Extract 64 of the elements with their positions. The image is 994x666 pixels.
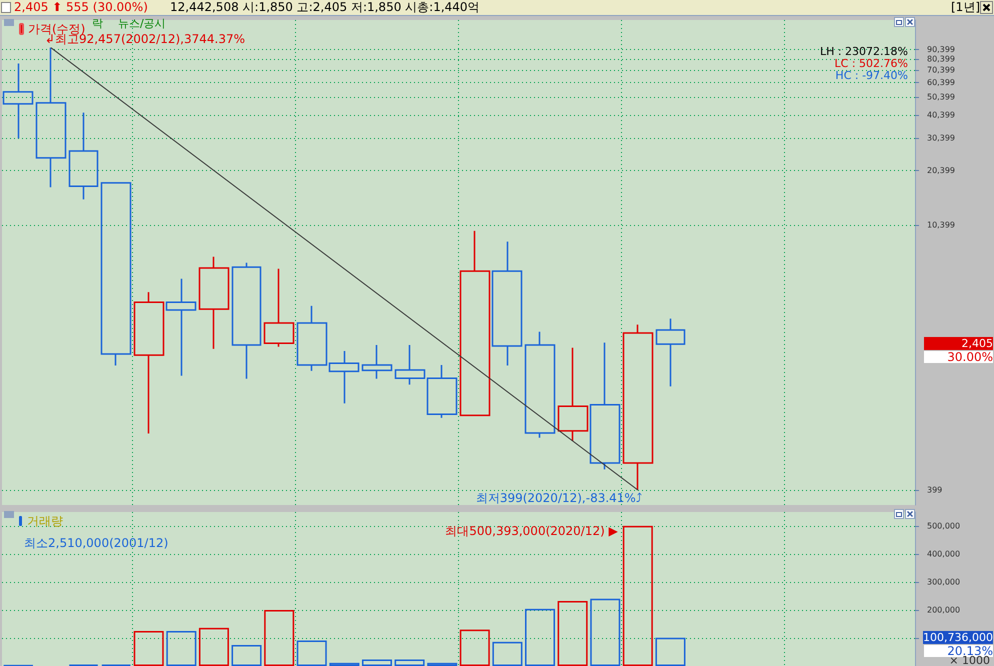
candlestick xyxy=(558,347,588,442)
bar xyxy=(590,598,620,666)
y-tick-label: 500,000 xyxy=(927,522,960,530)
y-tick-label: 399 xyxy=(927,486,942,495)
y-tick-label: 40,399 xyxy=(927,110,955,120)
y-tick-label: 400,000 xyxy=(927,550,960,558)
annotation: LH : 23072.18% xyxy=(820,45,908,58)
text: 30.00% xyxy=(924,350,993,364)
candlestick xyxy=(36,46,66,188)
bar xyxy=(460,630,490,666)
bar xyxy=(622,526,653,666)
y-tick-label: 20,399 xyxy=(927,166,955,175)
text: 2,405 xyxy=(924,337,993,350)
bar xyxy=(166,631,196,666)
candlestick xyxy=(264,268,294,348)
y-tick-label: 30,399 xyxy=(927,134,955,143)
bar xyxy=(198,628,229,666)
y-tick-label: 80,399 xyxy=(927,54,955,64)
y-tick-label: 60,399 xyxy=(927,78,955,87)
bar xyxy=(296,640,327,666)
candlestick xyxy=(134,291,164,434)
candlestick xyxy=(362,344,392,380)
annotation: 최소2,510,000(2001/12) xyxy=(24,536,168,550)
bar xyxy=(329,662,360,666)
bar xyxy=(558,601,588,666)
candlestick xyxy=(232,262,262,380)
legend-label: 가격(수정) xyxy=(28,22,86,36)
bar xyxy=(394,660,425,666)
y-tick-label: 70,399 xyxy=(927,65,955,74)
bar xyxy=(134,631,164,666)
annotation: 락 xyxy=(92,17,103,30)
annotation: 최대500,393,000(2020/12) ▶ xyxy=(445,524,618,538)
candlestick xyxy=(492,240,522,366)
candlestick xyxy=(198,256,230,350)
candlestick xyxy=(524,331,556,438)
legend-label: 거래량 xyxy=(27,514,63,528)
candlestick xyxy=(2,62,34,140)
candlestick xyxy=(100,182,132,366)
bar xyxy=(655,638,686,666)
candlestick xyxy=(460,230,490,416)
y-tick-label: 50,399 xyxy=(927,92,955,102)
candlestick xyxy=(166,278,196,376)
y-tick-label: 300,000 xyxy=(927,578,960,586)
y-tick-label: 10,399 xyxy=(927,220,955,230)
bar xyxy=(264,610,294,666)
chart-subtitle: 12,442,508 시:1,850 고:2,405 저:1,850 시총:1,440억 xyxy=(170,0,480,15)
text: [1년] xyxy=(951,0,980,14)
bar xyxy=(427,662,458,666)
candlestick xyxy=(590,342,620,470)
y-tick-label: 200,000 xyxy=(927,606,960,614)
bar xyxy=(232,645,262,666)
text: 100,736,000 xyxy=(923,630,993,644)
annotation: 뉴스/공시 xyxy=(118,17,166,30)
annotation: 최저399(2020/12),-83.41%⤴ xyxy=(476,491,642,506)
annotation: LC : 502.76% xyxy=(834,57,908,70)
annotation: HC : -97.40% xyxy=(835,69,908,82)
candlestick xyxy=(68,112,98,200)
y-tick-label: 90,399 xyxy=(927,45,955,54)
chart-title: 2,405 ⬆ 555 (30.00%) xyxy=(14,0,148,15)
bar xyxy=(362,660,392,666)
candlestick xyxy=(656,318,686,388)
bar xyxy=(492,642,522,666)
bar xyxy=(525,608,556,666)
candlestick xyxy=(622,324,654,491)
